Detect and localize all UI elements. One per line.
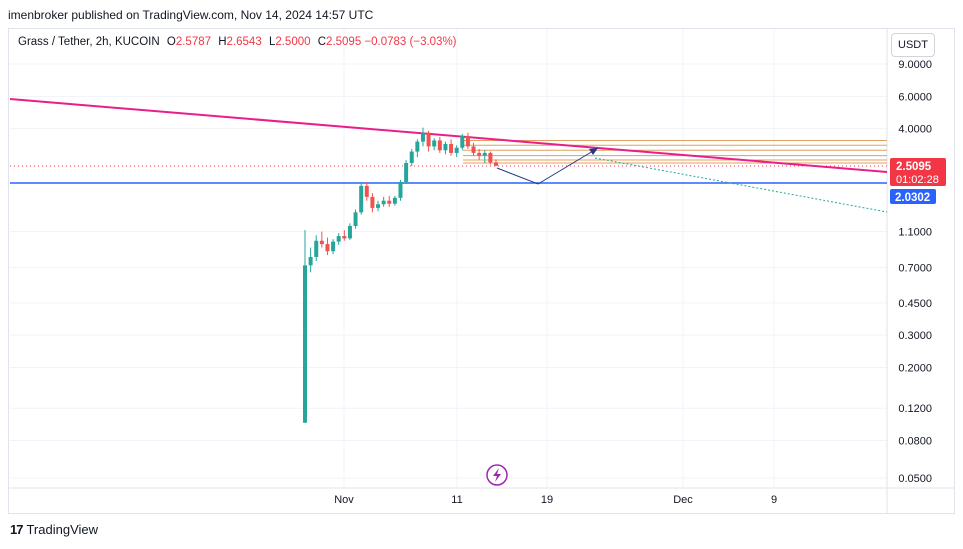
candle-body <box>353 212 358 226</box>
time-tick-label: 11 <box>451 494 462 506</box>
chart-frame <box>8 28 955 514</box>
candle-body <box>432 140 437 147</box>
candle-countdown: 01:02:28 <box>896 174 939 186</box>
price-tick-label: 0.4500 <box>898 298 932 310</box>
candle-body <box>398 181 403 198</box>
level-lines <box>463 139 887 164</box>
time-tick-label: 9 <box>771 494 777 506</box>
candle-body <box>454 147 459 153</box>
symbol-name[interactable]: Grass / Tether, 2h, KUCOIN <box>18 36 160 48</box>
open-value: 2.5787 <box>175 36 212 48</box>
descending-trendline <box>9 98 888 173</box>
candle-body <box>336 236 341 242</box>
candle-body <box>387 200 392 204</box>
time-tick-label: Nov <box>334 494 354 506</box>
tradingview-logo-icon: 17 <box>10 522 24 537</box>
price-tick-label: 0.1200 <box>898 403 932 415</box>
candle-body <box>319 240 324 245</box>
low-label: L <box>268 36 276 48</box>
time-axis: Nov 11 19 Dec 9 <box>334 494 777 506</box>
price-tick-label: 9.0000 <box>898 59 932 71</box>
price-tick-label: 0.7000 <box>898 263 932 275</box>
candle-body <box>342 236 347 239</box>
support-price-badge <box>890 189 936 204</box>
grid-layer <box>9 29 955 513</box>
price-tick-label: 0.0800 <box>898 436 932 448</box>
candle-body <box>404 162 409 182</box>
currency-button[interactable]: USDT <box>891 33 935 57</box>
tradingview-footer[interactable]: 17 TradingView <box>10 522 98 537</box>
time-tick-label: 19 <box>541 494 553 506</box>
candle-body <box>471 146 476 153</box>
candle-body <box>392 197 397 204</box>
projection-arrowhead <box>589 148 598 155</box>
candle-body <box>331 241 336 252</box>
last-price-badge <box>890 158 946 186</box>
support-price-label: 2.0302 <box>895 192 930 204</box>
candle-body <box>443 143 448 151</box>
candle-body <box>420 132 425 142</box>
projection-path <box>496 147 599 185</box>
candle-body <box>477 152 482 156</box>
candle-body <box>376 204 381 208</box>
last-price-label: 2.5095 <box>896 161 932 173</box>
candle-body <box>437 140 442 151</box>
candle-body <box>381 200 386 205</box>
candle-body <box>303 265 307 423</box>
candle-body <box>426 132 431 147</box>
candle-body <box>314 240 319 257</box>
low-value: 2.5000 <box>275 36 311 48</box>
projection-dotted-line <box>594 157 888 213</box>
candle-body <box>482 152 487 156</box>
lightning-icon[interactable] <box>486 464 508 486</box>
candle-body <box>460 135 465 148</box>
candle-body <box>347 225 352 239</box>
candle-body <box>409 151 414 163</box>
price-tick-label: 0.0500 <box>898 473 932 485</box>
price-tick-label: 1.1000 <box>898 227 932 239</box>
price-tick-label: 0.2000 <box>898 362 932 374</box>
candle-body <box>449 143 454 153</box>
candle-body <box>364 185 369 197</box>
candle-body <box>465 135 470 147</box>
candle-body <box>488 152 493 163</box>
close-value: 2.5095 <box>326 36 362 48</box>
price-tick-label: 4.0000 <box>898 124 932 136</box>
open-label: O <box>166 36 176 48</box>
symbol-legend: Grass / Tether, 2h, KUCOIN O2.5787 H2.65… <box>18 36 457 48</box>
price-axis: 9.0000 6.0000 4.0000 1.1000 0.7000 0.4500 0.30… <box>898 59 932 485</box>
candle-body <box>370 196 375 208</box>
candle-body <box>325 244 330 252</box>
candle-body <box>308 256 313 266</box>
tradingview-brand: TradingView <box>26 522 99 537</box>
price-tick-label: 6.0000 <box>898 91 932 103</box>
publisher-line: imenbroker published on TradingView.com,… <box>8 8 374 22</box>
candle-body <box>415 141 420 152</box>
close-label: C <box>317 36 327 48</box>
time-tick-label: Dec <box>673 494 693 506</box>
high-label: H <box>218 36 227 48</box>
change-value: −0.0783 (−3.03%) <box>364 36 457 48</box>
price-tick-label: 0.3000 <box>898 330 932 342</box>
candles-layer <box>303 127 498 423</box>
high-value: 2.6543 <box>226 36 262 48</box>
candle-body <box>494 162 498 166</box>
candle-body <box>359 185 364 213</box>
